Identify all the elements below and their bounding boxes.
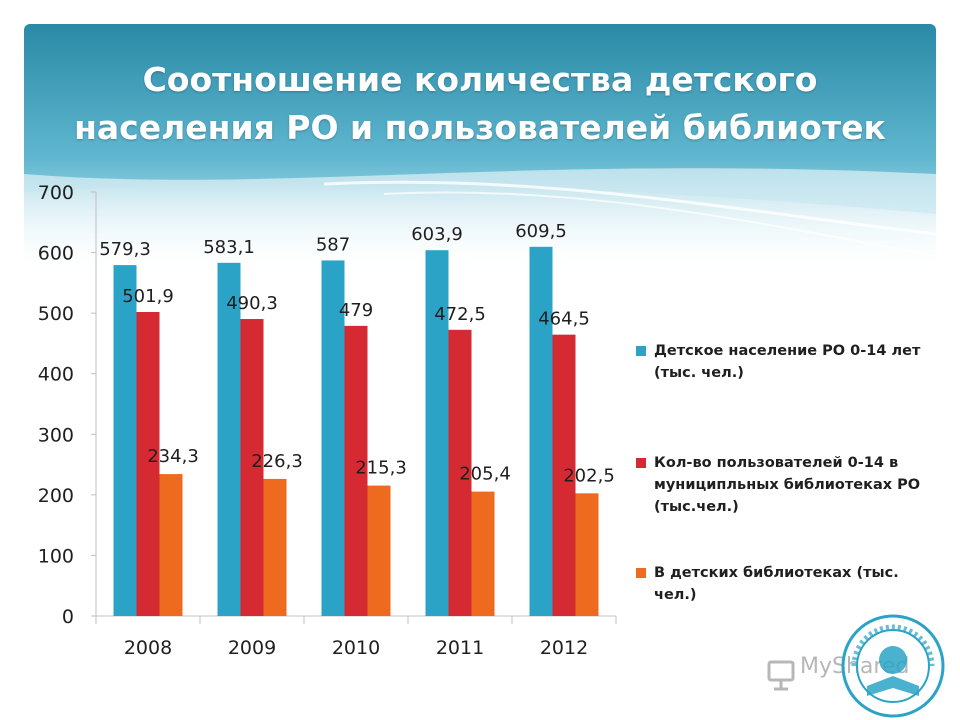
x-tick-label: 2008 [124,637,172,659]
data-label: 464,5 [538,309,590,330]
bar [471,491,495,616]
y-tick-label: 100 [38,545,74,567]
y-tick-label: 300 [38,424,74,446]
legend-text: (тыс. чел.) [654,365,744,381]
slide-title-line-1: Соотношение количества детского [142,60,818,99]
data-label: 603,9 [411,224,463,245]
legend-swatch-red [636,458,646,468]
y-tick-label: 0 [62,606,74,628]
y-tick-label: 200 [38,485,74,507]
slide-title-line-2: населения РО и пользователей библиотек [74,108,886,147]
bar [448,329,472,616]
legend-text: Кол-во пользователей 0-14 в [654,455,899,471]
bar [136,311,160,616]
presentation-icon [767,660,795,691]
data-label: 490,3 [226,293,278,314]
data-label: 479 [339,300,373,321]
y-tick-label: 600 [38,243,74,265]
slide-header-background [24,24,936,264]
legend-text: чел.) [654,587,697,603]
x-tick-label: 2009 [228,637,276,659]
data-label: 609,5 [515,221,567,242]
bar [529,246,553,616]
data-label: 202,5 [563,465,615,486]
bar [263,478,287,616]
bar [367,485,391,616]
bar [552,334,576,616]
x-tick-label: 2011 [436,637,484,659]
bar [113,265,137,616]
data-label: 226,3 [251,451,303,472]
data-label: 583,1 [203,237,255,258]
y-tick-label: 700 [38,182,74,204]
bar [575,493,599,616]
legend-text: муниципльных библиотеках РО [654,477,921,493]
data-label: 215,3 [355,458,407,479]
y-tick-label: 400 [38,364,74,386]
bar [240,319,264,616]
data-label: 234,3 [147,446,199,467]
bar [425,250,449,616]
slide-title: Соотношение количества детского населени… [24,56,936,152]
legend-swatch-orange [636,568,646,578]
x-tick-label: 2010 [332,637,380,659]
bar [159,474,183,616]
data-label: 501,9 [122,286,174,307]
legend-text: Детское население РО 0-14 лет [654,343,921,359]
data-label: 472,5 [434,304,486,325]
data-label: 205,4 [459,464,511,485]
legend-text: (тыс.чел.) [654,499,739,515]
data-label: 579,3 [99,239,151,260]
x-tick-label: 2012 [540,637,588,659]
bar [217,262,241,616]
legend-text: В детских библиотеках (тыс. [654,565,899,581]
library-seal-logo [841,614,945,718]
y-tick-label: 500 [38,303,74,325]
legend-swatch-blue [636,346,646,356]
bar [344,325,368,616]
bar [321,260,345,616]
data-label: 587 [316,234,350,255]
